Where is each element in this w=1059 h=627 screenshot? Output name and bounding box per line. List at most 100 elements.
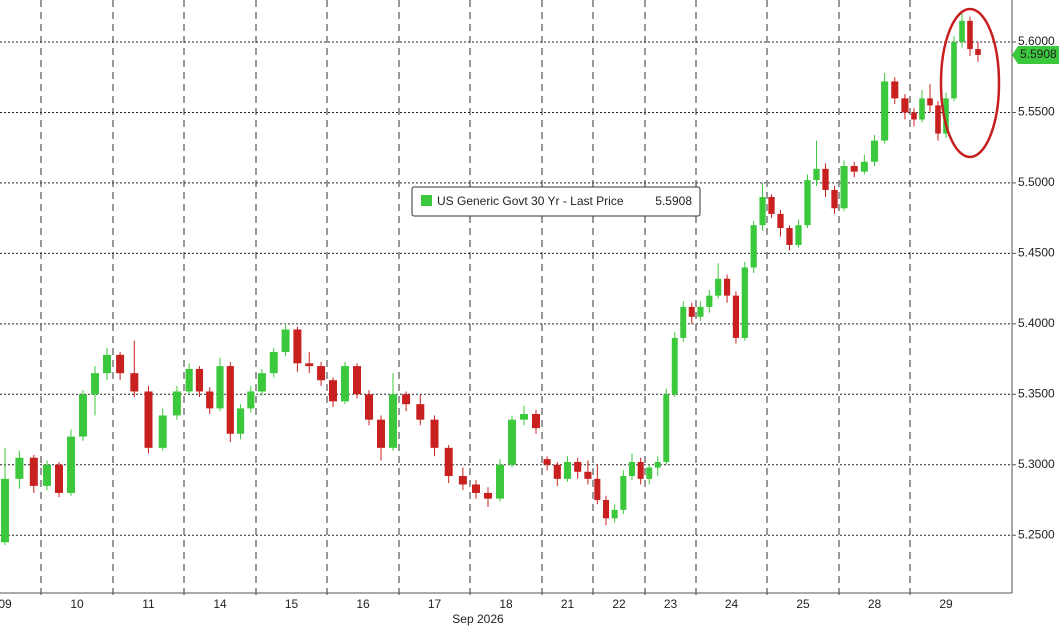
y-tick-label: 5.4500: [1018, 246, 1055, 260]
candle-body: [269, 352, 278, 374]
candle-body: [116, 354, 125, 374]
candle-body: [508, 419, 516, 465]
candle-body: [377, 419, 385, 448]
x-tick-label: 24: [725, 597, 739, 611]
candle-body: [637, 461, 644, 479]
candle-body: [444, 447, 453, 477]
candle-body: [891, 81, 899, 99]
x-tick-label: 11: [142, 597, 155, 611]
candle-body: [967, 20, 973, 50]
candle-body: [881, 81, 889, 141]
candle-body: [732, 295, 740, 338]
candle-body: [680, 306, 687, 338]
candle-body: [293, 329, 302, 364]
candle-body: [697, 306, 704, 317]
candle-body: [29, 457, 38, 486]
last-price-tag: [1012, 45, 1059, 64]
candle-body: [257, 373, 266, 392]
x-tick-label: 17: [428, 597, 442, 611]
candle-body: [584, 471, 592, 479]
candle-body: [103, 354, 111, 374]
candle-body: [831, 189, 838, 209]
candle-body: [723, 278, 731, 296]
highlight-circle: [939, 7, 1001, 159]
candle-body: [975, 49, 981, 55]
y-tick-label: 5.3500: [1018, 386, 1055, 400]
y-tick-label: 5.2500: [1018, 527, 1055, 541]
x-tick-label: 16: [356, 597, 370, 611]
candle-body: [706, 295, 713, 307]
candle-body: [172, 391, 181, 416]
candle-body: [317, 366, 326, 381]
y-tick-label: 5.4000: [1018, 316, 1055, 330]
candle-body: [91, 373, 99, 395]
legend-value: 5.5908: [655, 194, 692, 208]
candle-body: [919, 98, 925, 120]
candle-body: [602, 499, 610, 519]
candle-body: [329, 380, 337, 402]
candle-body: [341, 366, 349, 402]
x-tick-label: 22: [612, 597, 626, 611]
candle-body: [532, 414, 540, 429]
candle-body: [840, 166, 848, 209]
candle-body: [620, 476, 627, 510]
candle-body: [472, 484, 480, 493]
candle-body: [553, 464, 561, 479]
candle-body: [543, 459, 551, 465]
candle-body: [750, 225, 757, 268]
candle-body: [15, 457, 24, 479]
y-tick-label: 5.6000: [1018, 34, 1055, 48]
candle-body: [496, 464, 504, 499]
candle-body: [416, 404, 425, 420]
candle-body: [611, 509, 618, 519]
candle-body: [1, 478, 9, 543]
candle-body: [654, 461, 661, 468]
x-axis-label: Sep 2026: [452, 612, 504, 626]
candles: [1, 13, 981, 546]
candle-body: [226, 366, 234, 434]
legend: US Generic Govt 30 Yr - Last Price 5.590…: [411, 186, 701, 217]
candle-body: [759, 197, 766, 226]
candle-body: [206, 391, 214, 409]
candle-body: [158, 415, 167, 448]
candle-body: [563, 461, 572, 479]
candle-body: [671, 337, 678, 395]
candle-body: [195, 368, 204, 392]
candle-body: [520, 414, 528, 420]
candle-body: [741, 267, 748, 338]
candle-body: [959, 20, 965, 42]
candle-body: [185, 368, 193, 392]
legend-label: US Generic Govt 30 Yr - Last Price: [437, 194, 624, 208]
candle-body: [943, 98, 949, 134]
candle-body: [688, 306, 695, 317]
candle-body: [365, 394, 373, 420]
candle-body: [850, 166, 858, 172]
candle-body: [67, 436, 75, 493]
candle-body: [305, 363, 314, 367]
candle-body: [935, 105, 941, 134]
legend-box: [411, 186, 701, 217]
y-tick-label: 5.5500: [1018, 105, 1055, 119]
candle-body: [281, 329, 290, 353]
candle-body: [927, 98, 933, 106]
candle-body: [402, 394, 411, 405]
candle-body: [353, 366, 361, 395]
candle-body: [430, 419, 439, 448]
x-tick-label: 14: [213, 597, 227, 611]
candle-body: [901, 98, 909, 113]
candle-body: [911, 112, 917, 120]
candle-body: [795, 225, 802, 245]
candle-body: [822, 168, 829, 190]
x-tick-label: 21: [561, 597, 575, 611]
candle-body: [813, 168, 820, 181]
last-price-label: 5.5908: [1020, 47, 1057, 61]
candle-body: [646, 467, 653, 479]
candle-body: [804, 180, 811, 226]
candle-body: [594, 478, 601, 500]
x-tick-label: 09: [0, 597, 12, 611]
candle-body: [247, 391, 255, 409]
candle-body: [860, 161, 868, 172]
y-tick-label: 5.5000: [1018, 175, 1055, 189]
